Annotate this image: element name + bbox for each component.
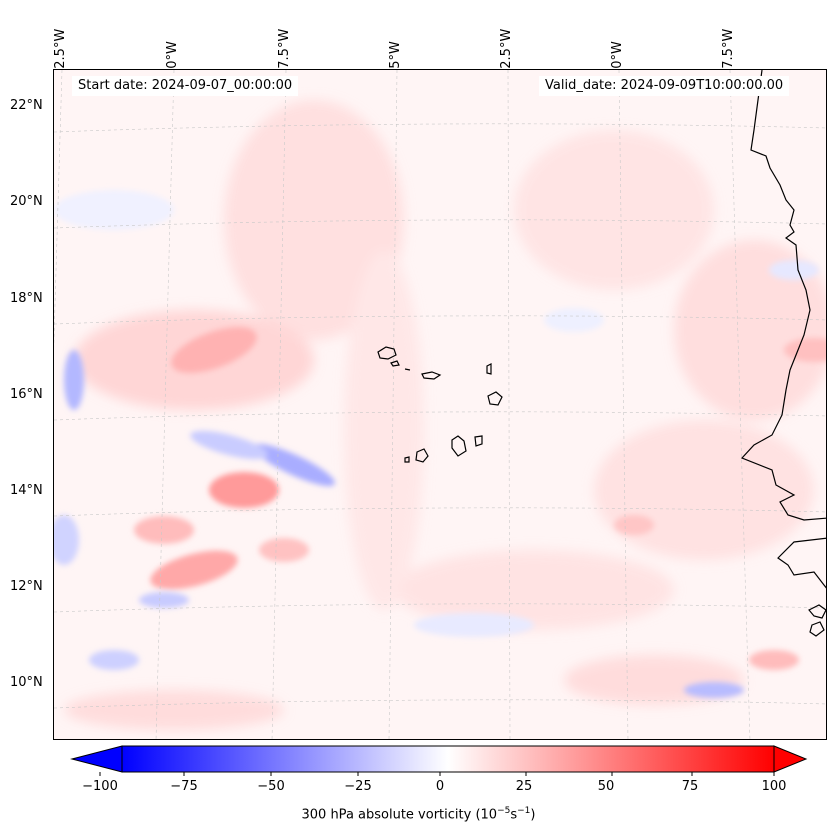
lat-label-10n: 10°N xyxy=(10,675,43,690)
lat-label-16n: 16°N xyxy=(10,387,43,402)
colorbar-tick-neg100: −100 xyxy=(82,779,118,794)
lat-label-18n: 18°N xyxy=(10,291,43,306)
start-date-label: Start date: 2024-09-07_00:00:00 xyxy=(72,76,299,96)
colorbar-tick-100: 100 xyxy=(761,779,787,794)
colorbar-tick-0: 0 xyxy=(435,779,445,794)
vorticity-map xyxy=(53,69,827,740)
vorticity-field xyxy=(54,70,826,739)
colorbar-extend-max xyxy=(773,745,808,773)
valid-date-label: Valid_date: 2024-09-09T10:00:00.00 xyxy=(539,76,790,96)
colorbar xyxy=(70,745,808,776)
african-coastline xyxy=(740,70,826,637)
lat-label-20n: 20°N xyxy=(10,194,43,209)
colorbar-tick-75: 75 xyxy=(681,779,699,794)
colorbar-tick-neg25: −25 xyxy=(344,779,372,794)
colorbar-tick-neg50: −50 xyxy=(257,779,285,794)
lat-label-14n: 14°N xyxy=(10,483,43,498)
colorbar-tick-50: 50 xyxy=(597,779,615,794)
colorbar-extend-min xyxy=(70,745,123,773)
lat-label-12n: 12°N xyxy=(10,579,43,594)
colorbar-gradient xyxy=(121,745,775,773)
lat-label-22n: 22°N xyxy=(10,98,43,113)
colorbar-label: 300 hPa absolute vorticity (10−5s−1) xyxy=(301,806,536,823)
colorbar-tick-neg75: −75 xyxy=(170,779,198,794)
cape-verde-islands xyxy=(377,346,503,463)
colorbar-tick-25: 25 xyxy=(515,779,533,794)
